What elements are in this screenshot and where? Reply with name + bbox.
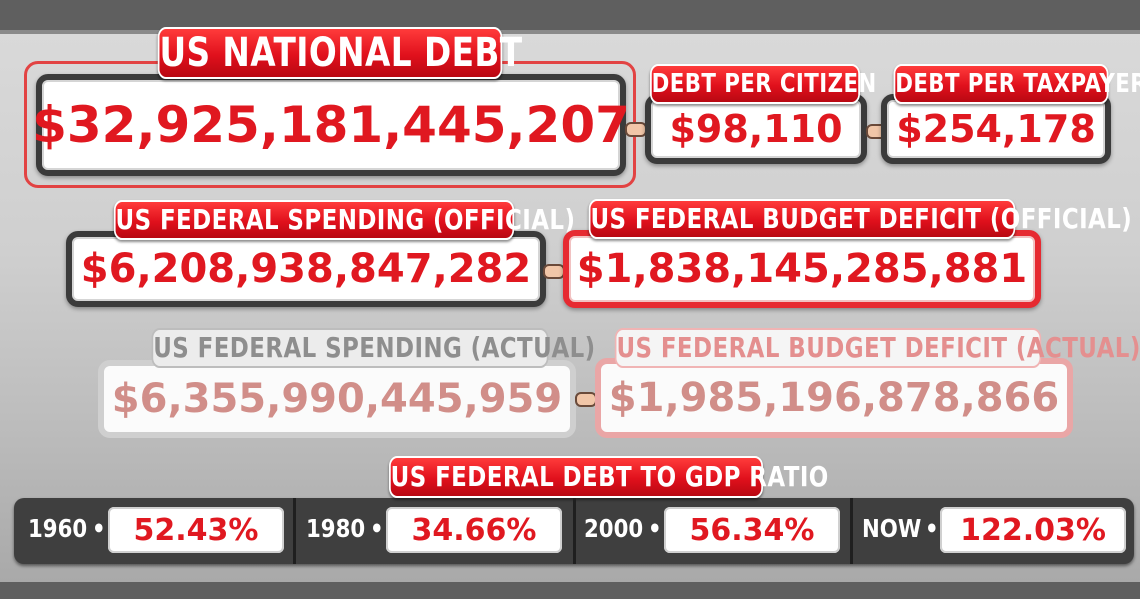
gdp-year-2000: 2000 [584, 514, 644, 543]
deficit-actual-value: $1,985,196,878,866 [595, 358, 1073, 438]
deficit-actual-label: US FEDERAL BUDGET DEFICIT (ACTUAL) [614, 328, 1140, 368]
national-debt-value: $32,925,181,445,207 [32, 74, 630, 176]
gdp-dot: • [648, 514, 662, 543]
gdp-year-now: NOW [862, 514, 922, 543]
gdp-separator [850, 498, 853, 564]
gdp-dot: • [370, 514, 384, 543]
debt-per-citizen-value: $98,110 [645, 94, 867, 164]
connector-icon [625, 122, 647, 137]
deficit-official-value: $1,838,145,285,881 [563, 230, 1041, 308]
debt-per-taxpayer-value: $254,178 [881, 94, 1111, 164]
connector-icon [575, 392, 597, 407]
gdp-separator [293, 498, 296, 564]
debt-per-citizen-label: DEBT PER CITIZEN [650, 64, 876, 104]
gdp-dot: • [925, 514, 939, 543]
gdp-value-1960: 52.43% [108, 507, 284, 553]
gdp-separator [573, 498, 576, 564]
debt-to-gdp-label: US FEDERAL DEBT TO GDP RATIO [389, 456, 828, 498]
deficit-official-label: US FEDERAL BUDGET DEFICIT (OFFICIAL) [588, 199, 1132, 239]
gdp-value-2000: 56.34% [664, 507, 840, 553]
gdp-dot: • [92, 514, 106, 543]
spending-actual-label: US FEDERAL SPENDING (ACTUAL) [151, 328, 595, 368]
gdp-year-1960: 1960 [28, 514, 88, 543]
spending-actual-value: $6,355,990,445,959 [98, 360, 576, 438]
spending-official-value: $6,208,938,847,282 [66, 231, 546, 307]
spending-official-label: US FEDERAL SPENDING (OFFICIAL) [113, 200, 575, 240]
gdp-value-now: 122.03% [940, 507, 1126, 553]
gdp-value-1980: 34.66% [386, 507, 562, 553]
gdp-year-1980: 1980 [306, 514, 366, 543]
debt-per-taxpayer-label: DEBT PER TAXPAYER [893, 64, 1140, 104]
connector-icon [543, 264, 565, 279]
national-debt-label: US NATIONAL DEBT [157, 27, 522, 79]
